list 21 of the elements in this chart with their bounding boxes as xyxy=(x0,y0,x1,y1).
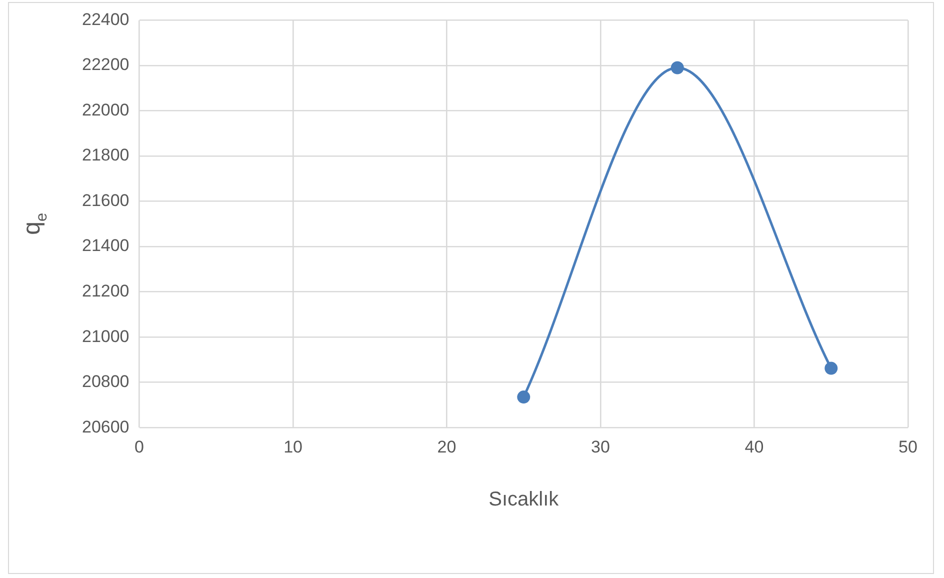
x-axis-title: Sıcaklık xyxy=(488,488,560,511)
x-tick-label: 20 xyxy=(437,437,456,456)
point xyxy=(824,362,838,375)
x-tick-label: 50 xyxy=(898,437,918,456)
y-tick-label: 20800 xyxy=(82,372,130,392)
x-tick-label: 40 xyxy=(744,437,764,456)
y-tick-label: 20600 xyxy=(82,417,130,436)
y-axis-title: qe xyxy=(18,212,50,235)
y-tick-label: 21400 xyxy=(82,236,130,256)
y-tick-label: 22200 xyxy=(82,55,130,74)
y-tick-label: 22400 xyxy=(82,10,130,29)
x-tick-label: 0 xyxy=(134,437,144,456)
point xyxy=(517,390,530,404)
y-tick-label: 21800 xyxy=(82,146,130,165)
x-tick-label: 30 xyxy=(591,437,610,456)
y-tick-label: 21600 xyxy=(82,190,130,210)
y-tick-label: 22000 xyxy=(82,100,130,120)
point xyxy=(670,61,684,74)
y-tick-label: 21200 xyxy=(82,281,130,300)
y-tick-label: 21000 xyxy=(82,326,130,346)
x-tick-label: 10 xyxy=(284,437,302,456)
